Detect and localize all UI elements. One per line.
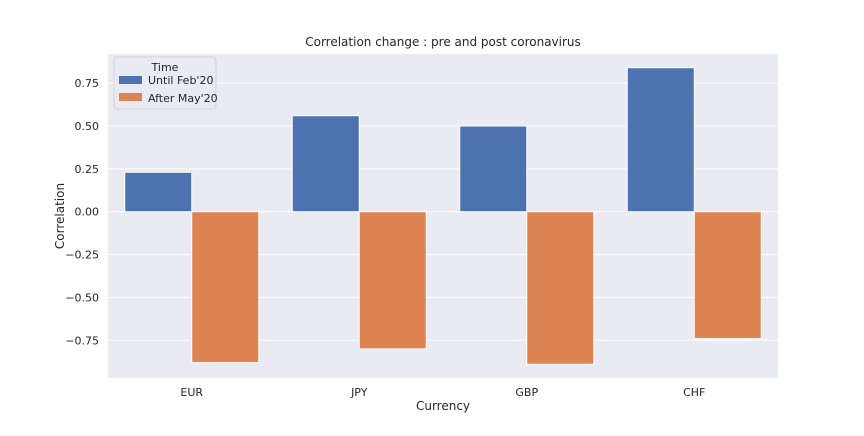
bar-gbp-series-1 [526, 211, 595, 365]
legend-title: Time [151, 61, 179, 74]
y-tick-label: −0.75 [65, 334, 99, 347]
chart-title: Correlation change : pre and post corona… [305, 35, 581, 49]
bar-chf-series-1 [693, 211, 762, 340]
x-tick-label: EUR [180, 386, 203, 399]
y-tick-label: −0.25 [65, 249, 99, 262]
y-tick-label: 0.50 [75, 120, 100, 133]
x-tick-label: CHF [683, 386, 705, 399]
bar-gbp-series-0 [459, 125, 528, 213]
x-tick-labels: EUR JPY GBP CHF [180, 386, 705, 399]
legend-label-until-feb: Until Feb'20 [148, 74, 213, 87]
bar-jpy-series-0 [291, 115, 360, 213]
y-tick-label: 0.75 [75, 77, 100, 90]
bar-jpy-series-1 [358, 211, 427, 350]
x-tick-label: GBP [515, 386, 538, 399]
y-tick-labels: −0.75 −0.50 −0.25 0.00 0.25 0.50 0.75 [65, 77, 99, 347]
bars [124, 67, 762, 365]
x-tick-label: JPY [350, 386, 368, 399]
y-axis-label: Correlation [53, 183, 67, 249]
y-tick-label: −0.50 [65, 291, 99, 304]
legend-label-after-may: After May'20 [148, 92, 218, 105]
legend-swatch-until-feb [119, 76, 142, 84]
bar-eur-series-1 [191, 211, 260, 364]
legend: Time Until Feb'20 After May'20 [113, 56, 218, 110]
bar-chf-series-0 [626, 67, 695, 213]
y-tick-label: 0.00 [75, 206, 100, 219]
legend-swatch-after-may [119, 93, 142, 101]
y-tick-label: 0.25 [75, 163, 100, 176]
bar-eur-series-0 [124, 171, 193, 213]
x-axis-label: Currency [416, 399, 470, 413]
